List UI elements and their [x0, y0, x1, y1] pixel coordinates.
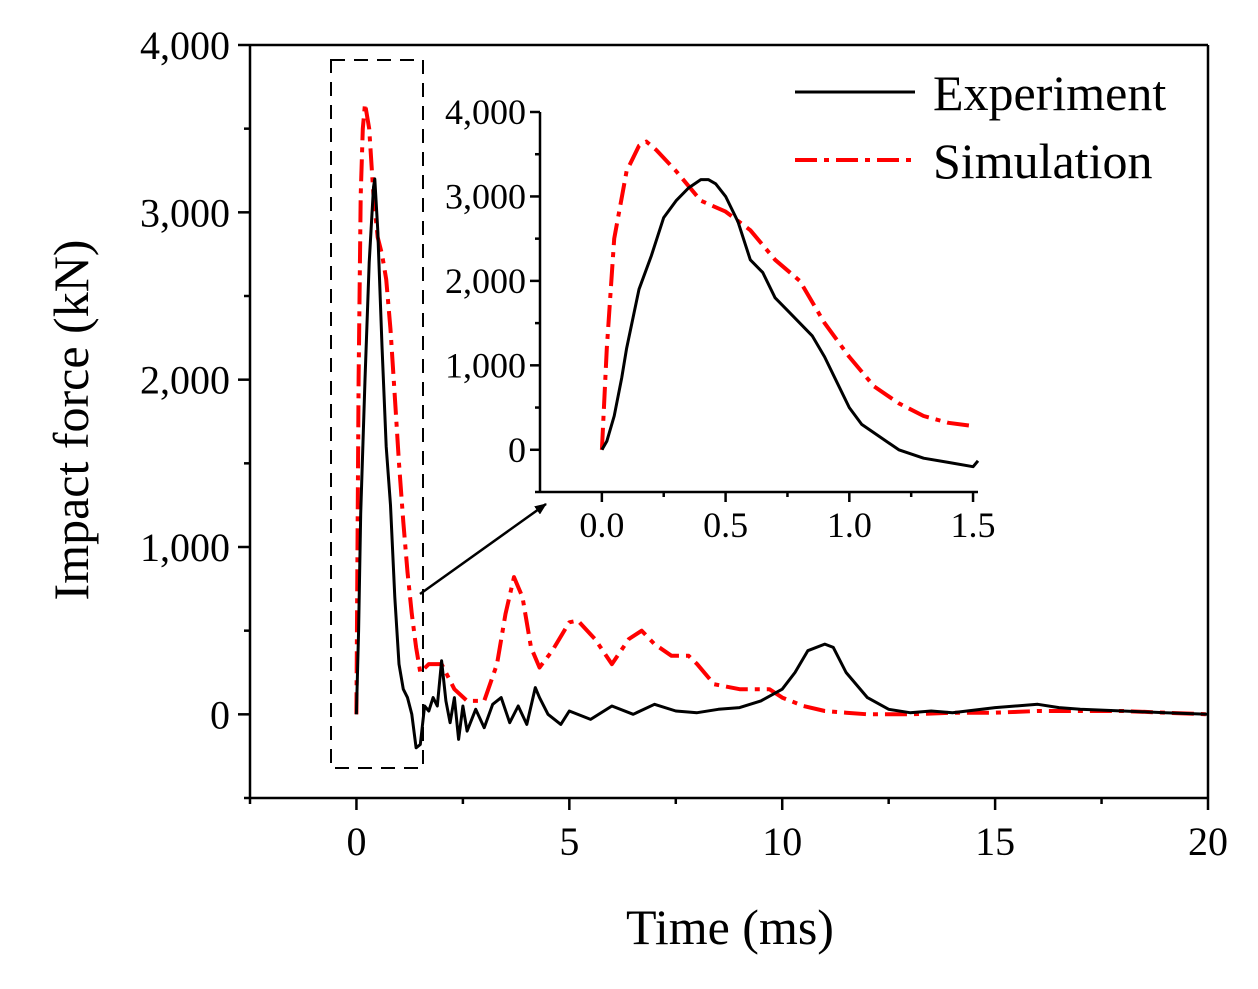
y-axis-title: Impact force (kN) [43, 240, 99, 601]
inset-x-tick-label: 0.5 [703, 505, 748, 545]
y-tick-label: 1,000 [140, 525, 230, 570]
legend-label-simulation: Simulation [933, 133, 1152, 189]
inset-x-tick-label: 0.0 [579, 505, 624, 545]
x-tick-label: 10 [762, 819, 802, 864]
y-tick-label: 2,000 [140, 358, 230, 403]
zoom-region-box [330, 59, 424, 769]
x-axis-title: Time (ms) [626, 899, 834, 955]
main-tick-marks [238, 43, 1210, 810]
x-tick-label: 0 [346, 819, 366, 864]
inset-tick-labels: 0.0 0.5 1.0 1.5 0 1,000 2,000 3,000 4,000 [445, 92, 996, 545]
inset-experiment-line [600, 178, 980, 469]
main-series-group [354, 101, 1209, 750]
main-tick-labels: 0 5 10 15 20 0 1,000 2,000 3,000 4,000 [140, 23, 1228, 864]
x-tick-label: 20 [1188, 819, 1228, 864]
inset-simulation-line [599, 139, 974, 450]
legend-label-experiment: Experiment [933, 65, 1166, 121]
main-simulation-line [354, 101, 1209, 717]
inset-x-tick-label: 1.0 [827, 505, 872, 545]
legend: Experiment Simulation [795, 65, 1166, 189]
inset-x-tick-label: 1.5 [951, 505, 996, 545]
inset-y-tick-label: 0 [508, 430, 526, 470]
main-experiment-line [354, 177, 1209, 750]
x-tick-label: 5 [559, 819, 579, 864]
inset-y-tick-label: 1,000 [445, 345, 526, 385]
inset-y-tick-label: 2,000 [445, 261, 526, 301]
inset-y-tick-label: 4,000 [445, 92, 526, 132]
y-tick-label: 3,000 [140, 190, 230, 235]
y-tick-label: 0 [210, 692, 230, 737]
inset-series-group [599, 139, 980, 469]
zoom-arrow [419, 502, 547, 596]
inset-y-tick-label: 3,000 [445, 176, 526, 216]
x-tick-label: 15 [975, 819, 1015, 864]
inset-tick-marks [530, 110, 975, 502]
y-tick-label: 4,000 [140, 23, 230, 68]
